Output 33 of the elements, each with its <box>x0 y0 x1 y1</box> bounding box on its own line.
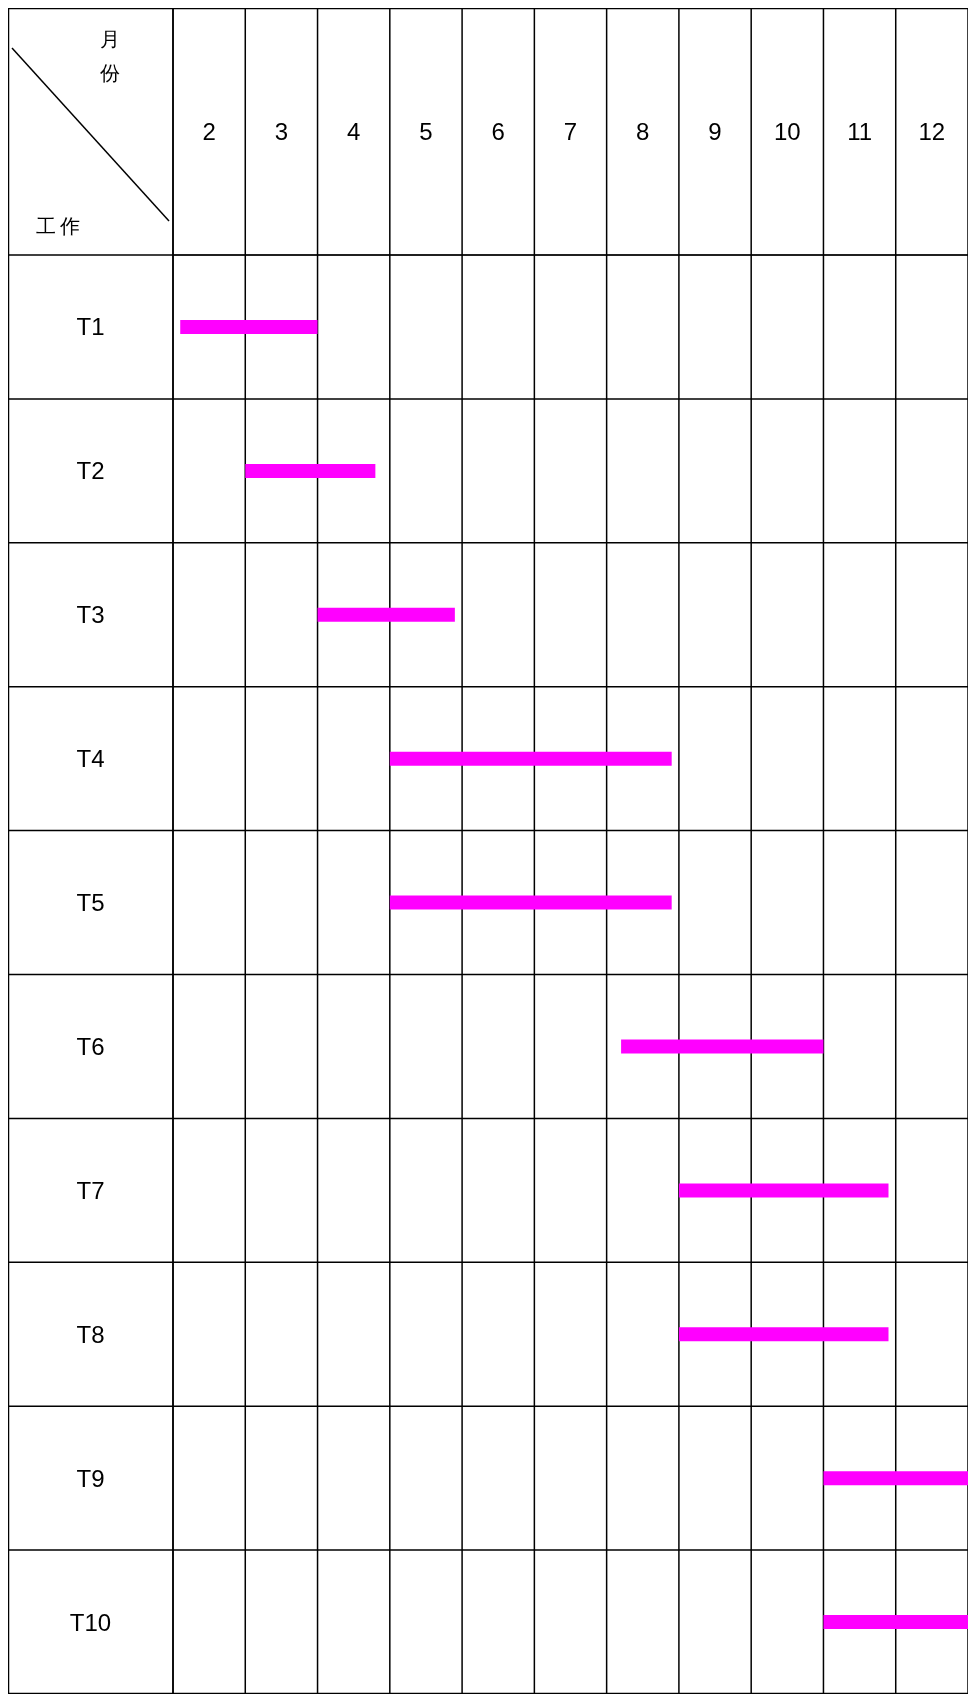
y-tick-label: T1 <box>76 313 105 341</box>
bar <box>317 607 455 622</box>
x-tick-label: 10 <box>773 118 801 145</box>
bar <box>823 1471 968 1486</box>
y-tick-label: T4 <box>76 745 105 773</box>
x-tick-label: 9 <box>708 118 722 145</box>
x-tick-label: 4 <box>347 118 361 145</box>
y-axis-title: 工作 <box>36 213 84 240</box>
y-tick-label: T3 <box>76 601 105 629</box>
x-tick-label: 8 <box>636 118 650 145</box>
bar <box>389 895 672 910</box>
y-tick-label: T7 <box>76 1176 105 1204</box>
y-tick-label: T10 <box>69 1608 112 1636</box>
y-tick-label: T6 <box>76 1032 105 1060</box>
y-tick-label: T5 <box>76 889 105 917</box>
x-axis-title: 月份 <box>100 22 124 90</box>
bar <box>823 1615 968 1630</box>
y-tick-label: T8 <box>76 1320 105 1348</box>
x-tick-label: 7 <box>563 118 578 145</box>
y-tick-label: T9 <box>76 1464 105 1492</box>
bar <box>678 1327 889 1342</box>
x-tick-label: 3 <box>274 118 289 145</box>
bar <box>180 320 318 334</box>
x-tick-label: 12 <box>918 118 946 145</box>
bar <box>678 1183 889 1198</box>
bar <box>389 751 672 766</box>
bar <box>621 1039 824 1054</box>
bar <box>245 463 376 478</box>
y-tick-label: T2 <box>76 457 105 485</box>
x-tick-label: 5 <box>419 118 433 145</box>
x-tick-label: 11 <box>847 118 873 145</box>
x-tick-label: 6 <box>491 118 505 145</box>
x-tick-label: 2 <box>202 118 216 145</box>
